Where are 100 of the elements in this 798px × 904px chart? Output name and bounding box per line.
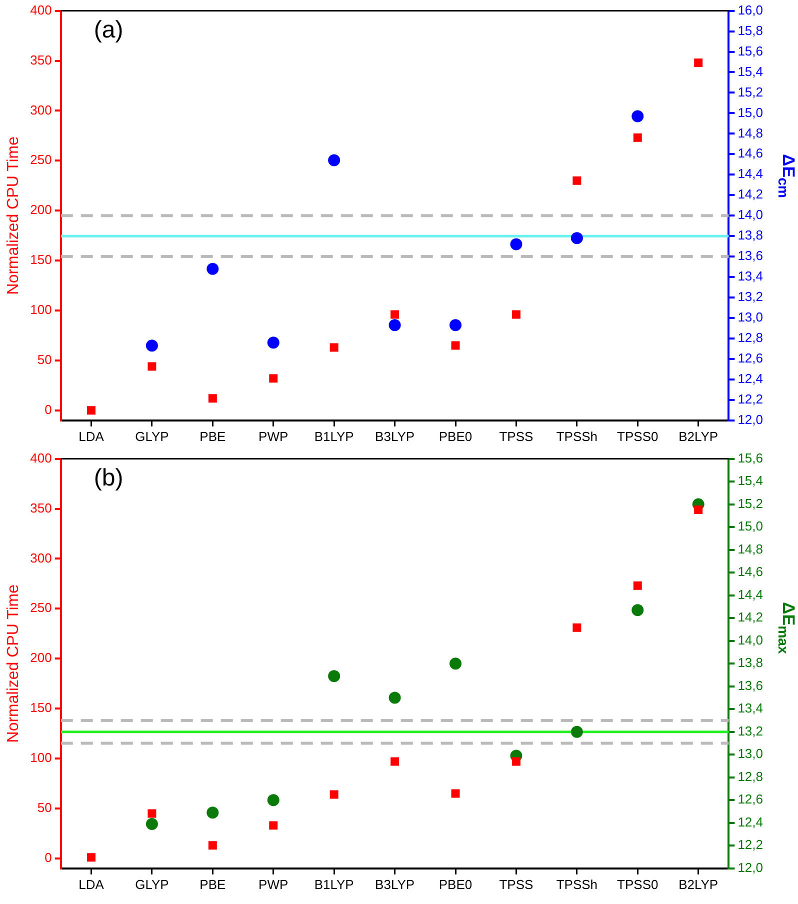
point	[208, 841, 217, 850]
x-tick-label: TPSS	[499, 428, 534, 444]
y2-tick-label: 14,6	[738, 564, 764, 580]
y2-tick-label: 12,4	[738, 371, 764, 386]
y-axis-title: Normalized CPU Time	[5, 584, 22, 743]
y2-tick-label: 14,4	[738, 166, 764, 182]
y2-tick-label: 14,6	[738, 146, 764, 161]
x-tick-label: B3LYP	[375, 876, 415, 892]
y-tick-label: 150	[30, 700, 52, 716]
y2-tick-label: 14,0	[738, 632, 764, 648]
point	[632, 110, 644, 122]
point	[330, 343, 338, 352]
x-tick-label: GLYP	[135, 428, 169, 444]
x-tick-label: B3LYP	[375, 428, 415, 444]
x-tick-label: PWP	[258, 428, 288, 444]
x-tick-label: TPSSh	[556, 876, 598, 892]
y-tick-label: 250	[30, 152, 52, 168]
y2-tick-label: 15,0	[738, 104, 764, 120]
point	[572, 623, 582, 632]
y2-tick-label: 12,8	[738, 330, 764, 346]
point	[512, 757, 520, 766]
y2-tick-label: 13,2	[738, 289, 764, 304]
x-tick-label: PBE	[200, 428, 226, 444]
y-tick-label: 100	[30, 302, 52, 318]
x-tick-label: GLYP	[135, 876, 169, 892]
y2-tick-label: 12,2	[738, 392, 764, 406]
y2-tick-label: 12,8	[738, 768, 764, 784]
y2-tick-label: 13,4	[738, 268, 764, 284]
x-tick-label: TPSS0	[617, 428, 658, 444]
point	[632, 604, 644, 616]
y2-tick-label: 12,6	[738, 350, 764, 366]
point	[146, 818, 158, 830]
y-tick-label: 50	[37, 800, 52, 816]
y2-tick-label: 14,4	[738, 586, 764, 602]
point	[269, 374, 278, 383]
y2-tick-label: 12,6	[738, 792, 764, 807]
point	[206, 806, 219, 819]
y2-tick-label: 15,6	[738, 450, 764, 466]
point	[694, 506, 703, 514]
y2-tick-label: 15,6	[738, 43, 764, 58]
y2-tick-label: 15,2	[738, 496, 764, 511]
point	[633, 133, 642, 142]
point	[148, 809, 156, 818]
x-tick-label: B1LYP	[314, 876, 354, 892]
y2-tick-label: 13,4	[738, 700, 764, 716]
y-tick-label: 150	[30, 252, 52, 268]
x-tick-label: PWP	[258, 876, 288, 892]
point	[451, 341, 460, 350]
y-tick-label: 50	[37, 352, 52, 368]
y-tick-label: 250	[30, 600, 52, 616]
y-tick-label: 100	[30, 750, 52, 766]
point	[694, 58, 703, 67]
y-tick-label: 350	[30, 52, 52, 68]
point	[390, 310, 400, 319]
y2-tick-label: 12,0	[738, 412, 764, 427]
y2-tick-label: 12,0	[738, 860, 764, 875]
point	[328, 154, 340, 166]
y-tick-label: 200	[30, 202, 52, 218]
point	[388, 692, 401, 704]
x-tick-label: B1LYP	[314, 428, 354, 444]
point	[572, 176, 582, 185]
y2-tick-label: 14,2	[738, 610, 764, 625]
y2-tick-label: 12,2	[738, 837, 764, 852]
y-axis-title: Normalized CPU Time	[5, 136, 22, 295]
y2-tick-label: 14,0	[738, 207, 764, 222]
y2-tick-label: 14,8	[738, 125, 764, 140]
y-tick-label: 350	[30, 500, 52, 516]
point	[512, 310, 520, 319]
y2-tick-label: 13,8	[738, 655, 764, 670]
y-tick-label: 300	[30, 102, 52, 118]
y2-tick-label: 14,2	[738, 186, 764, 202]
y-tick-label: 300	[30, 550, 52, 566]
point	[269, 821, 278, 830]
point	[570, 726, 583, 738]
point	[451, 789, 460, 798]
point	[206, 262, 219, 275]
annotation: (a)	[94, 16, 124, 44]
x-tick-label: TPSS0	[617, 876, 658, 892]
y2-tick-label: 15,4	[738, 64, 764, 79]
y2-tick-label: 13,0	[738, 310, 764, 325]
point	[330, 790, 338, 799]
x-tick-label: PBE0	[438, 876, 472, 892]
point	[328, 670, 340, 682]
y2-tick-label: 15,2	[738, 84, 764, 100]
x-tick-label: LDA	[78, 428, 104, 444]
point	[570, 232, 583, 244]
point	[633, 581, 642, 590]
y2-tick-label: 15,0	[738, 518, 764, 534]
point	[390, 757, 400, 766]
y2-tick-label: 13,8	[738, 228, 764, 243]
point	[510, 238, 522, 250]
annotation: (b)	[94, 464, 124, 492]
x-tick-label: PBE	[200, 876, 226, 892]
point	[87, 406, 96, 415]
point	[146, 340, 158, 352]
y2-tick-label: 13,6	[738, 248, 764, 264]
point	[148, 362, 156, 371]
y2-tick-label: 12,4	[738, 814, 764, 830]
x-tick-label: LDA	[78, 876, 104, 892]
y-tick-label: 0	[44, 850, 52, 865]
